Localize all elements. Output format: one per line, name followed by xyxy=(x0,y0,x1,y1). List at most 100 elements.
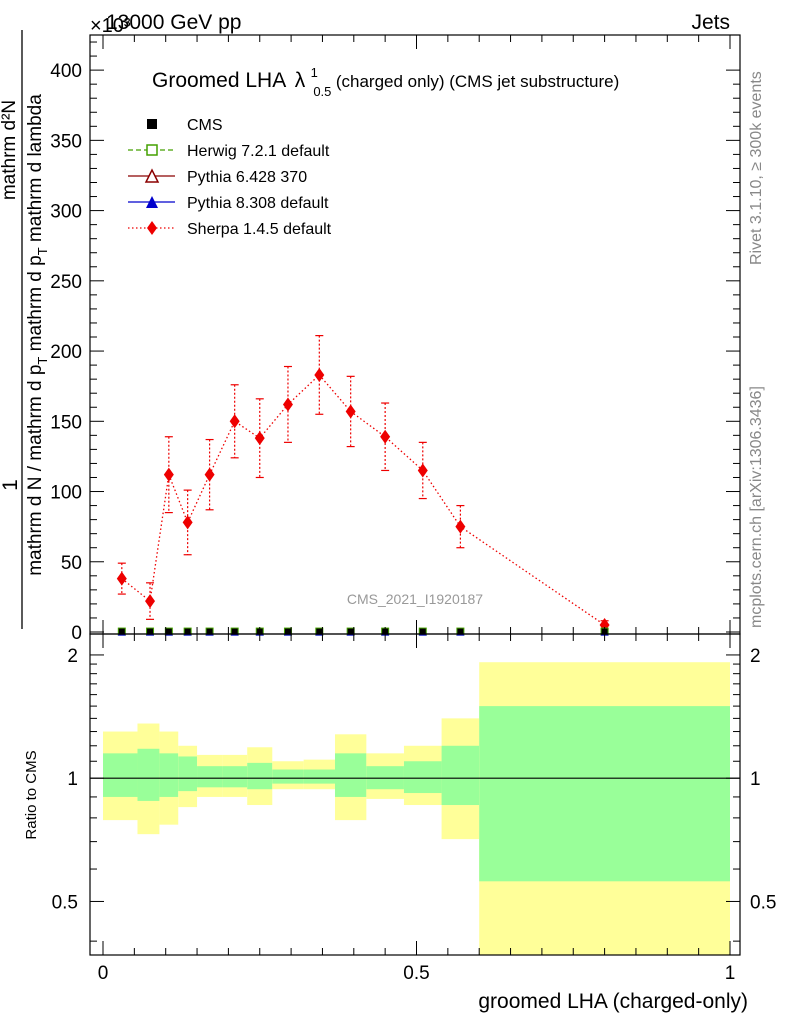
cms-point xyxy=(165,628,172,635)
legend-marker-herwig xyxy=(146,144,158,156)
cms-point xyxy=(347,628,354,635)
cms-point xyxy=(231,628,238,635)
legend: CMS Herwig 7.2.1 default Pythia 6.428 37… xyxy=(128,117,332,238)
cms-point xyxy=(284,628,291,635)
y-tick-label: 400 xyxy=(50,61,82,82)
ratio-inner-band xyxy=(403,761,442,794)
sherpa-point xyxy=(345,404,356,419)
cms-point xyxy=(457,628,464,635)
sherpa-point xyxy=(182,515,193,530)
sherpa-point xyxy=(116,571,127,586)
y-tick-label: 50 xyxy=(61,553,82,574)
main-x-axis xyxy=(102,35,731,634)
cms-point xyxy=(118,628,125,635)
legend-label-pythia6: Pythia 6.428 370 xyxy=(187,169,307,186)
y-tick-label: 100 xyxy=(50,483,82,504)
ratio-inner-band xyxy=(159,753,179,797)
legend-label-cms: CMS xyxy=(187,117,223,134)
analysis-watermark: CMS_2021_I1920187 xyxy=(347,591,483,607)
sherpa-point xyxy=(254,431,265,446)
y-label-denominator: mathrm d N / mathrm d pT mathrm d pT mat… xyxy=(25,94,50,576)
mcplots-label: mcplots.cern.ch [arXiv:1306.3436] xyxy=(748,386,765,628)
chart-title: Groomed LHA λ 1 0.5 (charged only) (CMS … xyxy=(152,64,619,100)
chart-title-sub: 0.5 xyxy=(313,84,331,99)
ratio-y-tick-label-right: 0.5 xyxy=(750,892,776,913)
x-axis-label: groomed LHA (charged-only) xyxy=(478,990,748,1013)
legend-label-herwig: Herwig 7.2.1 default xyxy=(187,143,330,160)
chart-title-lambda: λ xyxy=(295,69,306,92)
legend-entry-cms: CMS xyxy=(147,117,223,134)
legend-marker-cms xyxy=(147,119,157,129)
ratio-inner-band xyxy=(334,753,367,797)
ratio-inner-band xyxy=(272,769,304,784)
ratio-bands xyxy=(103,662,730,955)
sherpa-series-line xyxy=(121,373,605,626)
exponent-label: ×10³ xyxy=(90,15,131,37)
ratio-y-tick-label: 2 xyxy=(67,646,78,667)
ratio-y-label: Ratio to CMS xyxy=(23,750,40,839)
ratio-inner-band xyxy=(479,706,730,882)
main-y-axis: 0 50 100 150 200 250 300 350 400 xyxy=(50,41,740,644)
sherpa-point xyxy=(314,367,325,382)
legend-marker-pythia8 xyxy=(146,196,158,208)
ratio-panel: 0.5 0.5 1 1 2 2 0 0.5 1 Ratio to CMS groomed LH… xyxy=(23,633,776,1013)
ratio-inner-band xyxy=(137,748,160,801)
sherpa-point xyxy=(455,519,466,534)
sherpa-point xyxy=(229,414,240,429)
chart-title-rest: (charged only) (CMS jet substructure) xyxy=(336,72,619,91)
ratio-inner-band xyxy=(197,766,223,788)
cms-point xyxy=(206,628,213,635)
ratio-y-tick-label: 0.5 xyxy=(52,892,78,913)
legend-label-sherpa: Sherpa 1.4.5 default xyxy=(187,221,332,238)
chart-title-sup: 1 xyxy=(311,65,318,80)
y-tick-label: 250 xyxy=(50,272,82,293)
chart-title-main: Groomed LHA xyxy=(152,69,286,92)
legend-entry-sherpa: Sherpa 1.4.5 default xyxy=(128,221,332,238)
ratio-frame xyxy=(89,633,741,956)
ratio-inner-band xyxy=(247,762,273,790)
y-tick-label: 200 xyxy=(50,342,82,363)
y-tick-label: 150 xyxy=(50,412,82,433)
legend-entry-herwig: Herwig 7.2.1 default xyxy=(128,143,330,160)
legend-marker-pythia6 xyxy=(144,168,160,183)
sherpa-point xyxy=(204,467,215,482)
sherpa-point xyxy=(145,594,156,609)
ratio-y-tick-label: 1 xyxy=(67,769,78,790)
process-label: Jets xyxy=(691,11,730,34)
ratio-inner-band xyxy=(303,769,335,784)
rivet-label: Rivet 3.1.10, ≥ 300k events xyxy=(748,71,765,265)
y-tick-label: 350 xyxy=(50,131,82,152)
main-y-label: 1 mathrm d²N mathrm d N / mathrm d pT ma… xyxy=(0,30,50,629)
main-panel: 0 50 100 150 200 250 300 350 400 Groomed LHA λ 1… xyxy=(0,30,741,644)
ratio-inner-band xyxy=(222,766,248,788)
ratio-y-tick-label-right: 2 xyxy=(750,646,761,667)
cms-point xyxy=(147,628,154,635)
energy-label: 13000 GeV pp xyxy=(106,11,241,34)
y-tick-label: 300 xyxy=(50,202,82,223)
sherpa-point xyxy=(282,397,293,412)
sherpa-point xyxy=(380,429,391,444)
legend-label-pythia8: Pythia 8.308 default xyxy=(187,195,329,212)
y-label-denominator-b-sub: T xyxy=(35,247,50,255)
legend-entry-pythia8: Pythia 8.308 default xyxy=(128,195,329,212)
x-tick-label: 0 xyxy=(98,963,109,984)
ratio-y-tick-label-right: 1 xyxy=(750,769,761,790)
cms-point xyxy=(419,628,426,635)
cms-point xyxy=(184,628,191,635)
ratio-inner-band xyxy=(103,753,138,797)
legend-entry-pythia6: Pythia 6.428 370 xyxy=(128,168,307,186)
y-label-denominator-a: mathrm d N / mathrm d p xyxy=(25,365,46,576)
x-tick-label: 1 xyxy=(725,963,736,984)
cms-point xyxy=(316,628,323,635)
ratio-x-axis: 0 0.5 1 xyxy=(98,634,736,984)
sherpa-point xyxy=(417,463,428,478)
ratio-inner-band xyxy=(178,756,198,792)
ratio-inner-band xyxy=(441,745,480,806)
y-tick-label: 0 xyxy=(71,623,82,644)
y-label-denominator-c: mathrm d lambda xyxy=(25,94,46,248)
ratio-y-axis: 0.5 0.5 1 1 2 2 xyxy=(52,646,776,942)
y-label-prefactor: 1 xyxy=(0,479,22,491)
y-label-numerator: mathrm d²N xyxy=(0,100,20,200)
y-label-denominator-a-sub: T xyxy=(35,357,50,365)
